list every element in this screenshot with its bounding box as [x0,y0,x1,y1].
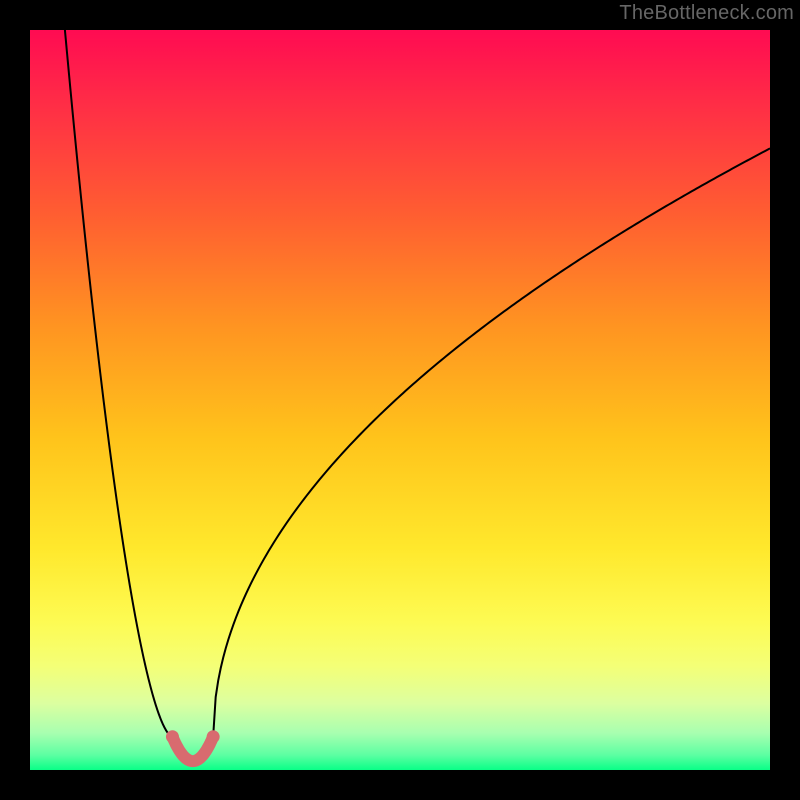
chart-root: TheBottleneck.com [0,0,800,800]
watermark-text: TheBottleneck.com [619,2,794,25]
pinch-cap-left [166,730,179,743]
pinch-cap-right [207,730,220,743]
bottleneck-chart [0,0,800,800]
plot-background-gradient [30,30,770,770]
